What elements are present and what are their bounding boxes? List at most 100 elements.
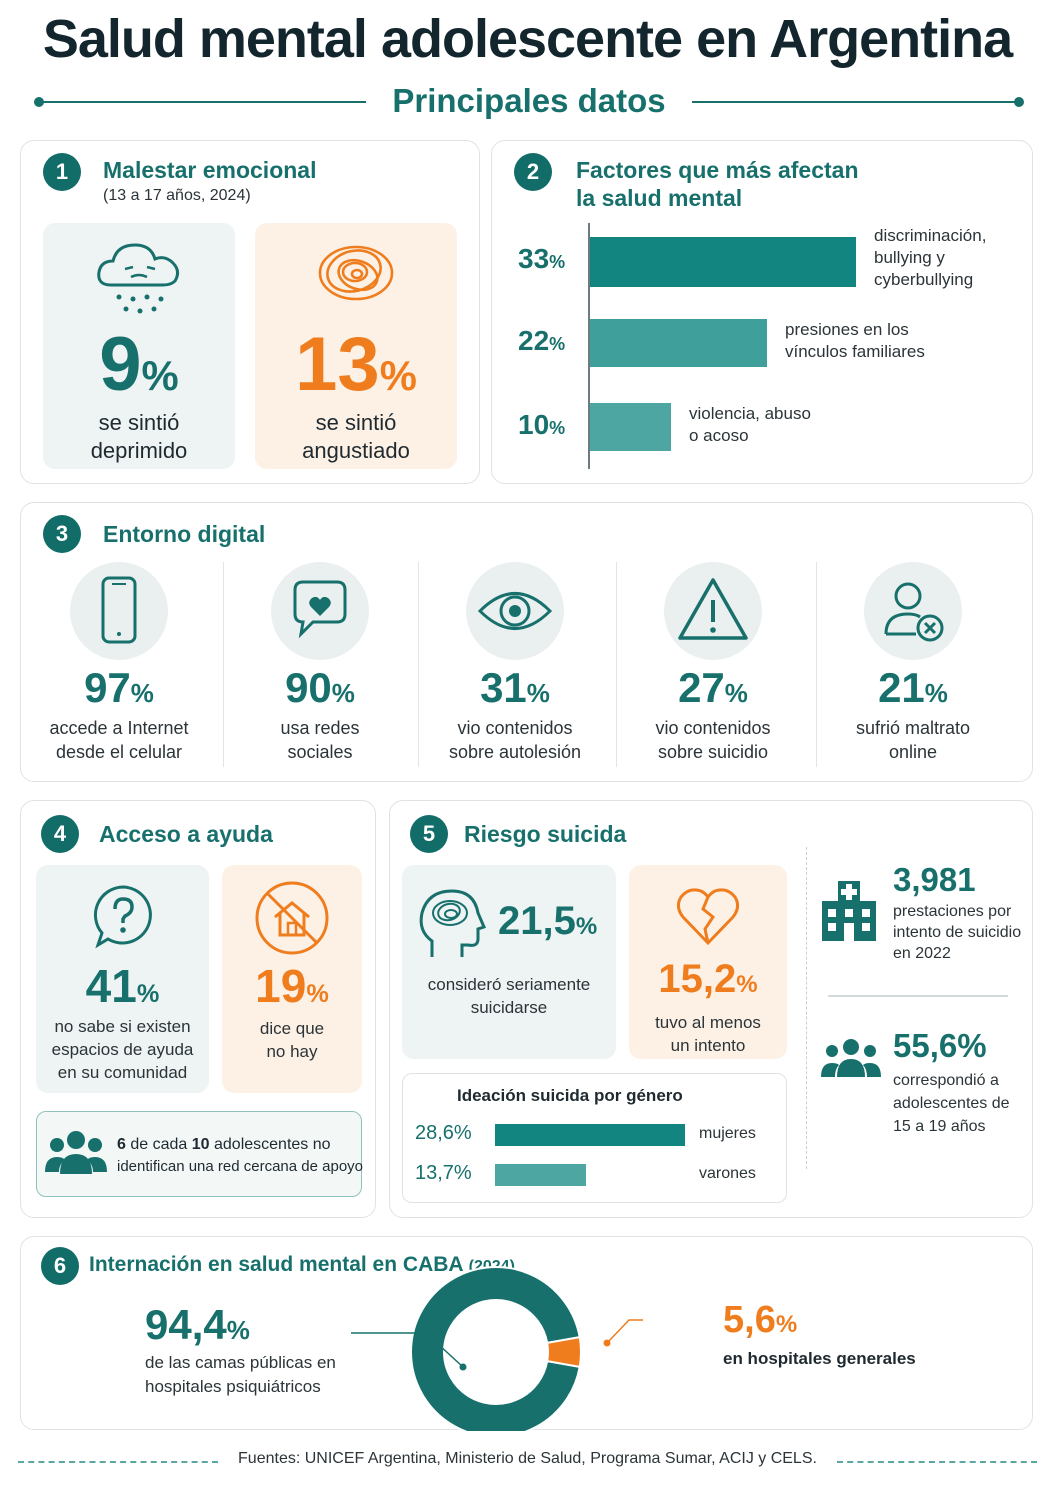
section-title: Riesgo suicida — [464, 821, 627, 847]
stat-value: 94,4% — [145, 1301, 250, 1348]
factor-bar-value: 10% — [518, 409, 566, 440]
divider-dot — [1014, 97, 1024, 107]
factor-bar — [590, 237, 856, 287]
stat-label: correspondió a adolescentes de 15 a 19 año… — [893, 1072, 1010, 1135]
gender-bar-label: varones — [699, 1165, 756, 1182]
leader-dot — [603, 1339, 611, 1347]
stat-value: 3,981 — [893, 861, 976, 898]
user-x-icon-bg — [864, 562, 962, 660]
stat-tile-intento: 15,2% tuvo al menos un intento — [629, 865, 787, 1059]
stat-tile-no-hay: 19% dice que no hay — [222, 865, 362, 1093]
divider — [418, 562, 419, 767]
support-network-note: 6 de cada 10 adolescentes no identifican … — [36, 1111, 363, 1197]
leader-line — [351, 1332, 464, 1368]
broken-heart-icon — [676, 888, 740, 946]
user-x-icon — [884, 582, 944, 642]
section-number: 5 — [410, 815, 448, 853]
stat-value: 97% — [84, 664, 154, 711]
stat-value: 19% — [255, 960, 329, 1012]
stat-label: tuvo al menos un intento — [655, 1013, 761, 1055]
stat-label: sufrió maltrato online — [855, 718, 971, 762]
factor-bar — [590, 319, 767, 367]
footer-sources: Fuentes: UNICEF Argentina, Ministerio de… — [238, 1450, 817, 1467]
gender-bar — [495, 1124, 685, 1146]
section-acceso-ayuda: 4 Acceso a ayuda 41% no sabe si existen e… — [20, 800, 376, 1218]
section-number: 4 — [41, 815, 79, 853]
no-house-icon — [255, 881, 329, 955]
phone-icon — [101, 576, 137, 644]
stat-value: 9% — [99, 322, 179, 407]
section-number: 2 — [514, 153, 552, 191]
page-title: Salud mental adolescente en Argentina — [42, 9, 1013, 69]
stat-label: vio contenidos sobre autolesión — [448, 718, 582, 762]
stat-label: no sabe si existen espacios de ayuda en su… — [51, 1017, 194, 1082]
section-title: la salud mental — [576, 185, 743, 211]
gender-chart-title: Ideación suicida por género — [457, 1086, 683, 1105]
section-title: Factores que más afectan — [576, 157, 859, 183]
stat-label: se sintió — [315, 410, 397, 435]
footer-dash — [837, 1461, 1037, 1463]
stat-label: usa redes sociales — [280, 718, 360, 762]
stat-value: 21% — [878, 664, 948, 711]
factor-bar-label: violencia, abuso o acoso — [689, 404, 811, 445]
gender-bar-label: mujeres — [699, 1125, 756, 1142]
stat-value: 5,6% — [723, 1299, 798, 1341]
divider-dot — [34, 97, 44, 107]
factor-bar-label: presiones en los vínculos familiares — [785, 320, 925, 361]
divider — [223, 562, 224, 767]
rain-cloud-icon — [97, 243, 180, 314]
stat-tile-angustiado: 13% se sintió angustiado — [255, 223, 457, 469]
stat-value: 31% — [480, 664, 550, 711]
chat-heart-icon-bg — [271, 562, 369, 660]
stat-tile-no-sabe: 41% no sabe si existen espacios de ayuda e… — [36, 865, 209, 1093]
divider — [816, 562, 817, 767]
page-subtitle: Principales datos — [392, 82, 666, 119]
stat-label: dice que no hay — [259, 1019, 325, 1061]
stat-value: 27% — [678, 664, 748, 711]
divider-line — [40, 101, 366, 103]
section-title: Entorno digital — [103, 521, 266, 547]
section-title: Acceso a ayuda — [99, 821, 273, 847]
stat-label: angustiado — [302, 438, 410, 463]
section-number: 6 — [41, 1247, 79, 1285]
group-icon — [45, 1131, 107, 1174]
divider — [616, 562, 617, 767]
bar-axis — [588, 223, 590, 469]
footer-dash — [18, 1461, 218, 1463]
section-riesgo-suicida: 5 Riesgo suicida 21,5% consideró seriame… — [389, 800, 1033, 1218]
stat-label: vio contenidos sobre suicidio — [655, 718, 771, 762]
stat-label: deprimido — [90, 438, 188, 463]
section-subtitle: (13 a 17 años, 2024) — [103, 187, 251, 204]
warning-icon — [678, 578, 748, 640]
stat-label: prestaciones por intento de suicidio en 20… — [893, 903, 1022, 962]
donut-slice-generales — [546, 1335, 582, 1369]
divider — [806, 847, 807, 1169]
stat-tile-considero: 21,5% consideró seriamente suicidarse — [402, 865, 616, 1059]
stat-value: 55,6% — [893, 1027, 987, 1064]
section-title: Malestar emocional — [103, 157, 317, 183]
hospital-icon — [822, 881, 876, 941]
donut-chart — [351, 1266, 643, 1431]
leader-line — [606, 1319, 643, 1344]
stat-value: 15,2% — [658, 957, 758, 1001]
stat-label: accede a Internet desde el celular — [49, 718, 189, 762]
section-factores: 2 Factores que más afectan la salud ment… — [491, 140, 1033, 484]
gender-bar-value: 13,7% — [415, 1162, 472, 1184]
stat-value: 21,5% — [498, 899, 598, 943]
phone-icon-bg — [70, 562, 168, 660]
scribble-icon — [318, 245, 394, 301]
section-number: 1 — [43, 153, 81, 191]
stat-value: 13% — [295, 322, 417, 407]
subtitle-row: Principales datos — [34, 80, 1024, 126]
group-icon — [821, 1039, 881, 1077]
factor-bar — [590, 403, 671, 451]
head-brain-icon — [419, 889, 487, 957]
warning-icon-bg — [664, 562, 762, 660]
stat-value: 41% — [85, 960, 160, 1012]
factor-bar-value: 22% — [518, 325, 566, 356]
donut-slice-psiquiatricos — [410, 1266, 581, 1431]
factor-bar-value: 33% — [518, 243, 566, 274]
stat-tile-deprimido: 9% se sintió deprimido — [43, 223, 235, 469]
gender-bar — [495, 1164, 586, 1186]
stat-label: consideró seriamente suicidarse — [427, 975, 591, 1017]
